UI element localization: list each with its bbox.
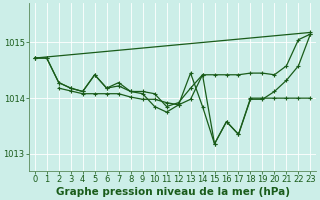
X-axis label: Graphe pression niveau de la mer (hPa): Graphe pression niveau de la mer (hPa) <box>56 187 290 197</box>
